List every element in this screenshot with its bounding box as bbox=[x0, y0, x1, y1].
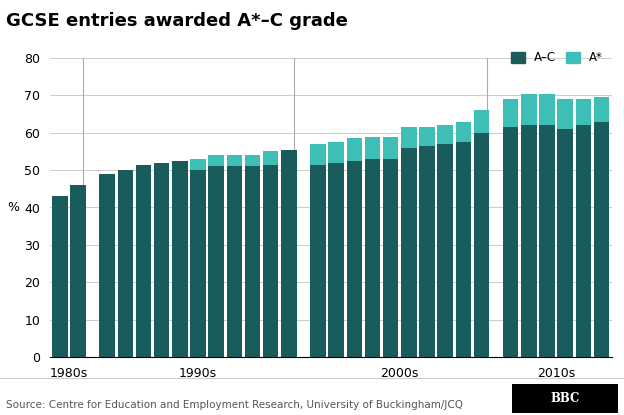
Bar bbox=[365, 159, 380, 357]
Bar bbox=[503, 99, 519, 127]
Bar bbox=[437, 144, 453, 357]
Bar bbox=[456, 122, 471, 142]
Bar bbox=[172, 161, 188, 357]
Bar bbox=[539, 125, 555, 357]
Bar bbox=[456, 142, 471, 357]
Bar bbox=[52, 196, 67, 357]
Bar bbox=[594, 122, 609, 357]
Bar bbox=[227, 155, 242, 166]
Bar bbox=[190, 159, 206, 170]
Bar bbox=[521, 94, 537, 125]
Bar bbox=[383, 159, 398, 357]
Bar bbox=[401, 148, 417, 357]
Bar bbox=[474, 110, 489, 133]
Bar bbox=[263, 164, 278, 357]
Bar bbox=[503, 127, 519, 357]
Bar bbox=[575, 99, 591, 125]
Bar bbox=[437, 125, 453, 144]
Bar bbox=[575, 125, 591, 357]
Bar bbox=[208, 155, 224, 166]
Text: BBC: BBC bbox=[550, 392, 580, 405]
Text: Source: Centre for Education and Employment Research, University of Buckingham/J: Source: Centre for Education and Employm… bbox=[6, 400, 463, 410]
Bar bbox=[136, 164, 151, 357]
Bar bbox=[310, 164, 326, 357]
Bar bbox=[383, 137, 398, 159]
Bar bbox=[328, 163, 344, 357]
Text: GCSE entries awarded A*–C grade: GCSE entries awarded A*–C grade bbox=[6, 12, 348, 30]
Bar bbox=[208, 166, 224, 357]
Y-axis label: %: % bbox=[7, 201, 19, 214]
Bar bbox=[310, 144, 326, 164]
Bar bbox=[346, 139, 362, 161]
Bar bbox=[521, 125, 537, 357]
Bar bbox=[154, 163, 170, 357]
Bar bbox=[474, 133, 489, 357]
Bar bbox=[328, 142, 344, 163]
Legend: A–C, A*: A–C, A* bbox=[508, 49, 606, 67]
Bar bbox=[401, 127, 417, 148]
Bar bbox=[281, 149, 296, 357]
Bar bbox=[227, 166, 242, 357]
Bar bbox=[419, 146, 435, 357]
Bar bbox=[539, 94, 555, 125]
Bar bbox=[346, 161, 362, 357]
Bar bbox=[419, 127, 435, 146]
Bar bbox=[117, 170, 133, 357]
Bar bbox=[190, 170, 206, 357]
Bar bbox=[263, 151, 278, 164]
Bar bbox=[594, 98, 609, 122]
Bar bbox=[557, 99, 573, 129]
Bar bbox=[245, 166, 260, 357]
Bar bbox=[365, 137, 380, 159]
Bar bbox=[245, 155, 260, 166]
Bar bbox=[557, 129, 573, 357]
Bar bbox=[71, 185, 86, 357]
Bar bbox=[99, 174, 115, 357]
